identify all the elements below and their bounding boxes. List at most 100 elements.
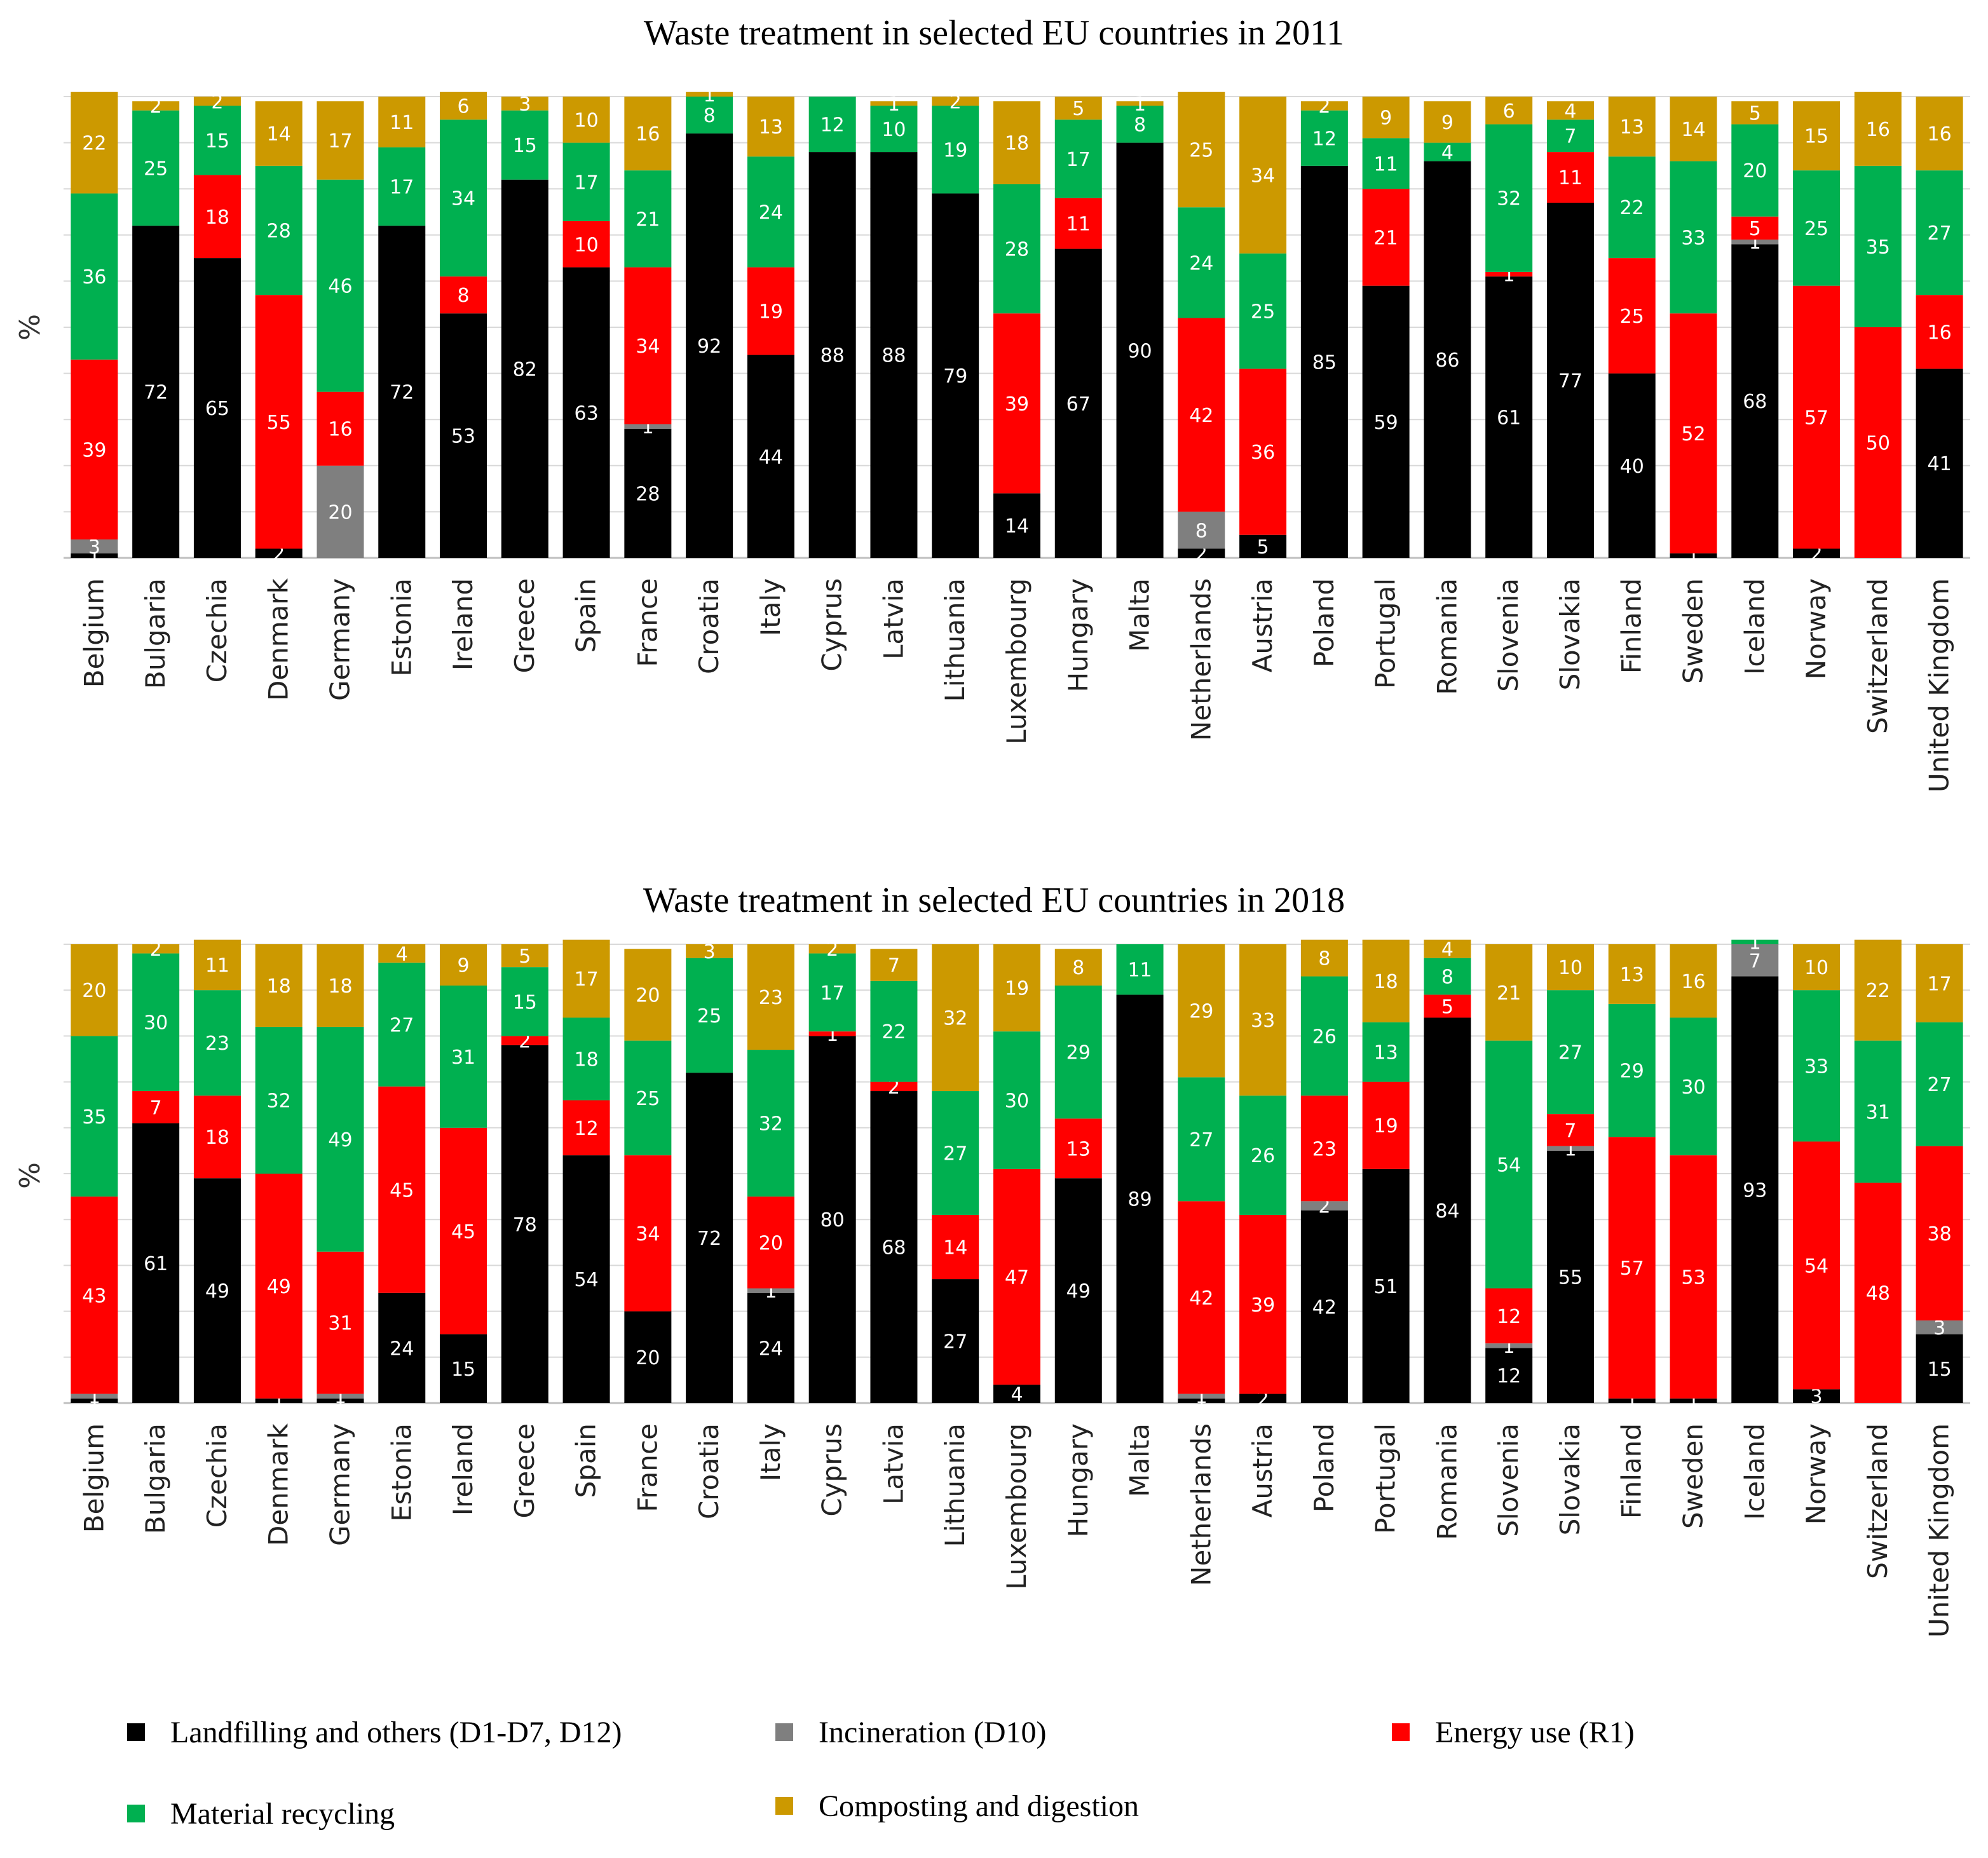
category-label: Iceland [1739, 578, 1770, 675]
data-label: 54 [574, 1269, 598, 1291]
bar-segment-energy-use-r1 [624, 267, 672, 424]
data-label: 30 [1005, 1090, 1029, 1112]
data-label: 27 [1558, 1042, 1583, 1064]
y-axis-label: % [14, 314, 46, 341]
data-label: 77 [1558, 370, 1583, 392]
data-label: 1 [704, 84, 716, 106]
data-label: 10 [1558, 957, 1583, 979]
bar-segment-energy-use-r1 [1854, 327, 1902, 558]
bar-segment-landfilling-and-others-d1-d7-d12 [1608, 373, 1656, 558]
data-label: 1 [1134, 93, 1146, 116]
data-label: 8 [1195, 520, 1208, 542]
bar-segment-material-recycling [747, 1050, 794, 1197]
data-label: 42 [1189, 1287, 1213, 1310]
bar-italy: 440192413 [747, 97, 794, 558]
bar-segment-material-recycling [1362, 1022, 1410, 1082]
bar-segment-landfilling-and-others-d1-d7-d12 [193, 1178, 241, 1403]
bar-segment-material-recycling [1916, 1022, 1963, 1146]
bar-segment-material-recycling [932, 1091, 979, 1215]
data-label: 10 [574, 234, 598, 256]
data-label: 17 [1928, 973, 1952, 995]
data-label: 20 [636, 984, 660, 1007]
data-label: 27 [1189, 1129, 1213, 1151]
data-label: 49 [205, 1280, 229, 1303]
data-label: 13 [1620, 964, 1644, 986]
category-label: Bulgaria [140, 1423, 171, 1534]
data-label: 18 [267, 975, 291, 998]
legend-label: Energy use (R1) [1435, 1716, 1635, 1749]
category-label: Estonia [386, 1423, 417, 1522]
bar-segment-landfilling-and-others-d1-d7-d12 [1362, 1169, 1410, 1403]
data-label: 19 [1374, 1115, 1398, 1137]
bar-romania: 840584 [1424, 939, 1471, 1403]
category-label: Slovenia [1493, 1423, 1524, 1537]
category-label: United Kingdom [1924, 1423, 1955, 1638]
data-label: 27 [390, 1014, 414, 1036]
category-label: Ireland [447, 578, 479, 670]
bar-segment-composting-and-digestion [1670, 944, 1717, 1018]
data-label: 16 [1928, 123, 1952, 146]
bar-norway: 30543310 [1793, 944, 1841, 1408]
data-label: 18 [1374, 971, 1398, 993]
legend-swatch [127, 1723, 145, 1741]
data-label: 39 [82, 439, 106, 461]
bar-segment-landfilling-and-others-d1-d7-d12 [71, 553, 118, 558]
data-label: 17 [820, 982, 845, 1005]
bar-segment-landfilling-and-others-d1-d7-d12 [255, 1398, 303, 1403]
data-label: 30 [1681, 1076, 1705, 1099]
bar-malta: 8900110 [1116, 926, 1164, 1403]
data-label: 11 [1066, 214, 1091, 236]
bar-segment-composting-and-digestion [1424, 101, 1471, 143]
bar-segment-material-recycling [378, 147, 426, 226]
bar-segment-material-recycling [71, 193, 118, 360]
bar-segment-energy-use-r1 [870, 1082, 918, 1092]
data-label: 48 [1866, 1283, 1890, 1305]
bar-segment-material-recycling [624, 1040, 672, 1156]
data-label: 35 [1866, 236, 1890, 259]
legend-label: Incineration (D10) [819, 1716, 1047, 1749]
data-label: 36 [82, 266, 106, 288]
category-label: Lithuania [939, 1423, 970, 1547]
bar-sweden: 10523314 [1670, 97, 1717, 567]
bar-segment-material-recycling [1546, 990, 1594, 1115]
bar-segment-material-recycling [1731, 939, 1779, 944]
data-label: 2 [211, 91, 223, 113]
bar-segment-material-recycling [1300, 976, 1348, 1096]
bar-segment-landfilling-and-others-d1-d7-d12 [132, 1123, 180, 1403]
bar-segment-material-recycling [1239, 253, 1287, 369]
bar-segment-landfilling-and-others-d1-d7-d12 [1793, 548, 1841, 558]
bar-segment-landfilling-and-others-d1-d7-d12 [808, 152, 856, 558]
bar-segment-composting-and-digestion [378, 944, 426, 963]
bar-segment-composting-and-digestion [1300, 939, 1348, 977]
bar-greece: 8200153 [501, 93, 548, 558]
data-label: 15 [451, 1359, 475, 1381]
bar-segment-landfilling-and-others-d1-d7-d12 [1239, 534, 1287, 558]
data-label: 57 [1620, 1258, 1644, 1280]
data-label: 20 [82, 980, 106, 1002]
bar-segment-material-recycling [71, 1036, 118, 1197]
data-label: 12 [574, 1118, 598, 1140]
data-label: 57 [1804, 407, 1828, 430]
data-label: 10 [882, 119, 906, 141]
bar-segment-landfilling-and-others-d1-d7-d12 [624, 428, 672, 558]
data-label: 9 [1441, 112, 1454, 134]
category-label: Latvia [878, 578, 909, 660]
data-label: 0 [1749, 921, 1761, 944]
bar-segment-composting-and-digestion [1362, 939, 1410, 1022]
bar-segment-incineration-d10 [1731, 944, 1779, 977]
bar-segment-composting-and-digestion [993, 101, 1040, 184]
data-label: 33 [1251, 1010, 1275, 1032]
category-label: Malta [1124, 578, 1155, 652]
data-label: 25 [1804, 218, 1828, 240]
bar-segment-energy-use-r1 [1731, 216, 1779, 240]
category-label: Romania [1431, 1423, 1462, 1540]
bar-segment-landfilling-and-others-d1-d7-d12 [993, 1385, 1040, 1403]
bar-segment-material-recycling [993, 184, 1040, 314]
category-label: Czechia [201, 578, 233, 682]
bar-czechia: 65018152 [193, 91, 241, 558]
data-label: 65 [205, 398, 229, 420]
data-label: 8 [457, 285, 469, 307]
bar-segment-composting-and-digestion [193, 97, 241, 106]
